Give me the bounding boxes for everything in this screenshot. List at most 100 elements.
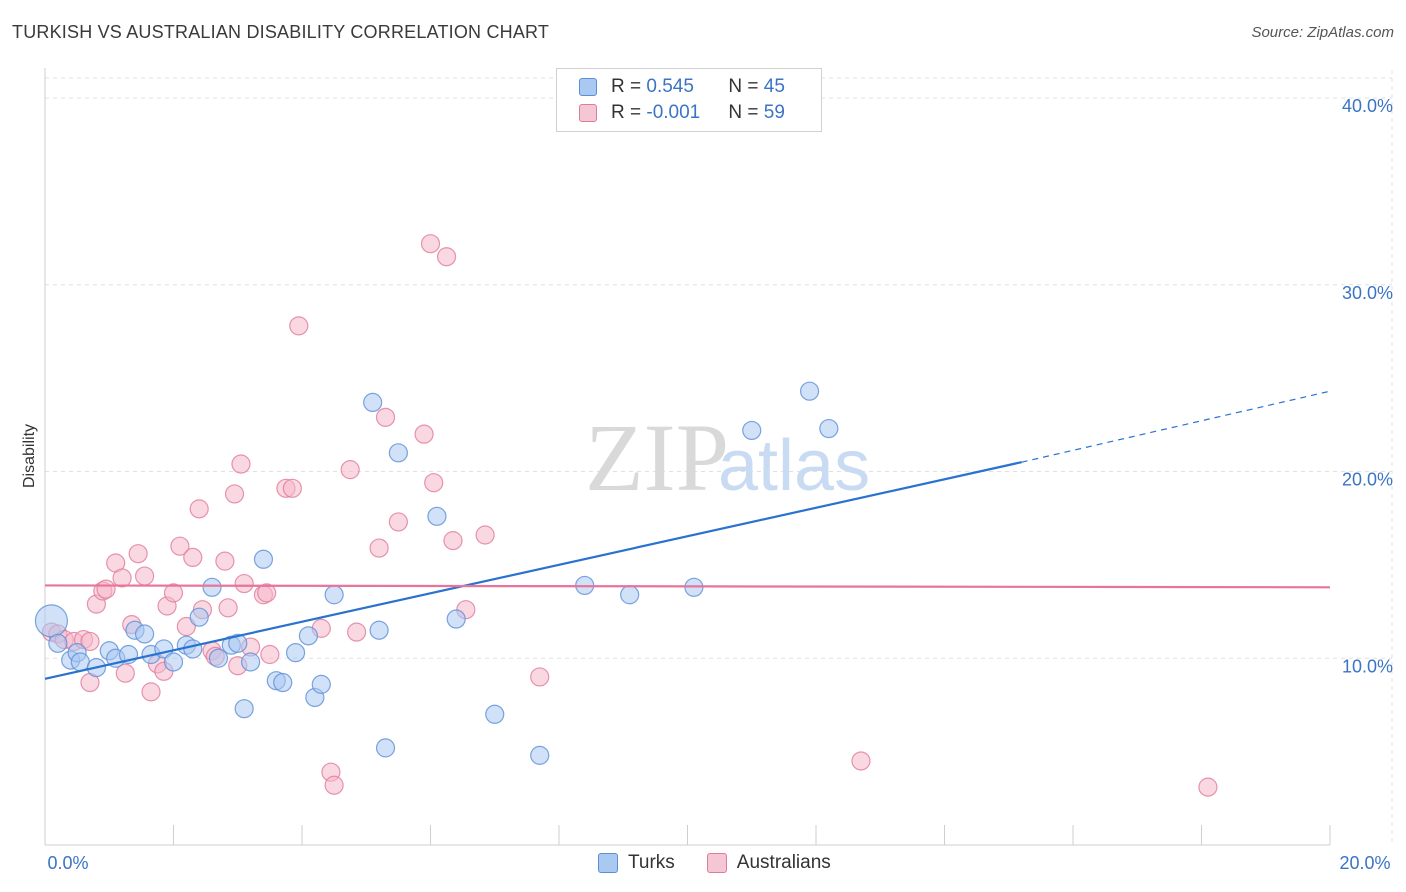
australians-r-label: R = bbox=[611, 102, 647, 123]
turk-point-21 bbox=[234, 699, 254, 719]
turk-point-31 bbox=[363, 392, 383, 413]
australian-point-20 bbox=[163, 583, 184, 603]
legend: R = 0.545 N = 45 R = -0.001 N = 59 bbox=[556, 68, 822, 132]
turks-r-value: 0.545 bbox=[646, 76, 694, 97]
legend-row-turks: R = 0.545 N = 45 bbox=[579, 74, 785, 100]
australian-point-46 bbox=[375, 407, 396, 427]
chart-title: TURKISH VS AUSTRALIAN DISABILITY CORRELA… bbox=[12, 22, 550, 42]
turk-point-44 bbox=[819, 418, 839, 439]
turks-points bbox=[34, 381, 839, 765]
watermark-atlas: atlas bbox=[718, 426, 870, 506]
bottom-legend-turks: Turks bbox=[598, 852, 675, 874]
australian-point-56 bbox=[851, 751, 871, 771]
turks-legend-label: Turks bbox=[628, 852, 675, 873]
australian-point-44 bbox=[347, 622, 367, 642]
australian-point-24 bbox=[189, 499, 209, 519]
turk-point-10 bbox=[134, 624, 155, 644]
australian-point-5 bbox=[80, 631, 100, 652]
turk-point-18 bbox=[208, 648, 229, 668]
turk-point-22 bbox=[241, 652, 261, 672]
turk-point-36 bbox=[446, 609, 466, 629]
australian-point-36 bbox=[260, 644, 280, 665]
turk-point-33 bbox=[375, 738, 396, 758]
turk-point-15 bbox=[183, 639, 203, 659]
australian-point-39 bbox=[289, 316, 309, 336]
australian-point-15 bbox=[134, 566, 155, 586]
turks-n-value: 45 bbox=[763, 76, 785, 97]
australian-point-45 bbox=[369, 538, 389, 558]
tick-labels: 10.0% 20.0% 30.0% 40.0% 0.0% 20.0% bbox=[47, 96, 1393, 873]
legend-row-australians: R = -0.001 N = 59 bbox=[579, 100, 785, 126]
source-label: Source: ZipAtlas.com bbox=[1251, 24, 1394, 41]
turk-point-42 bbox=[742, 420, 762, 441]
australians-n-label: N = bbox=[728, 102, 764, 123]
australian-point-29 bbox=[218, 598, 238, 618]
australian-point-42 bbox=[324, 775, 344, 795]
y-tick-label-40: 40.0% bbox=[1342, 96, 1393, 116]
turks-trend-line bbox=[44, 461, 1022, 680]
turk-point-0 bbox=[34, 604, 69, 638]
australian-point-35 bbox=[257, 583, 277, 603]
x-tick-label-end: 20.0% bbox=[1339, 853, 1390, 873]
turk-point-43 bbox=[799, 381, 820, 401]
turk-point-30 bbox=[324, 585, 344, 605]
bottom-legend-australians: Australians bbox=[706, 852, 831, 874]
australian-point-22 bbox=[176, 616, 196, 637]
australians-legend-icon bbox=[706, 853, 727, 873]
australian-point-38 bbox=[282, 478, 302, 498]
turk-point-16 bbox=[189, 607, 209, 627]
y-tick-label-20: 20.0% bbox=[1342, 470, 1393, 490]
australian-point-16 bbox=[141, 682, 161, 702]
australian-point-23 bbox=[183, 547, 203, 568]
turk-point-13 bbox=[163, 652, 184, 672]
turk-point-38 bbox=[530, 745, 550, 765]
australians-points bbox=[41, 234, 1218, 797]
turk-point-25 bbox=[273, 672, 293, 693]
turk-point-34 bbox=[388, 443, 408, 463]
australian-point-21 bbox=[170, 536, 190, 556]
turks-n-label: N = bbox=[728, 76, 764, 97]
turk-point-20 bbox=[228, 633, 248, 653]
y-tick-label-10: 10.0% bbox=[1342, 656, 1393, 676]
trend-lines bbox=[44, 390, 1331, 680]
turks-trend-extension bbox=[1021, 390, 1331, 463]
turk-point-35 bbox=[427, 506, 447, 526]
turks-legend-icon bbox=[598, 853, 618, 873]
australian-point-30 bbox=[224, 484, 245, 504]
australian-point-51 bbox=[436, 247, 457, 267]
turk-point-27 bbox=[298, 626, 319, 646]
turk-point-37 bbox=[485, 704, 505, 724]
australians-n-value: 59 bbox=[763, 102, 785, 123]
australian-point-49 bbox=[420, 234, 441, 254]
australian-point-9 bbox=[96, 579, 116, 599]
watermark-zip: ZIP bbox=[585, 404, 729, 511]
turk-point-23 bbox=[253, 549, 274, 569]
australians-trend-line bbox=[44, 584, 1331, 589]
y-axis-label: Disability bbox=[21, 424, 38, 488]
australian-point-32 bbox=[231, 454, 251, 474]
australian-point-48 bbox=[414, 424, 434, 444]
australian-point-47 bbox=[388, 512, 408, 532]
australian-point-55 bbox=[530, 667, 550, 687]
turk-point-32 bbox=[369, 620, 389, 640]
turk-point-26 bbox=[285, 643, 306, 663]
australian-point-50 bbox=[424, 473, 444, 493]
australian-point-28 bbox=[215, 551, 235, 571]
y-tick-label-30: 30.0% bbox=[1342, 283, 1393, 303]
grid-lines bbox=[45, 70, 1393, 845]
bottom-legend: Turks Australians bbox=[598, 852, 863, 874]
australian-point-54 bbox=[475, 525, 495, 545]
turk-point-40 bbox=[620, 585, 640, 605]
turks-r-label: R = bbox=[611, 76, 647, 97]
axes bbox=[44, 68, 1331, 846]
australians-legend-label: Australians bbox=[736, 852, 831, 873]
turk-point-1 bbox=[48, 633, 68, 653]
australian-point-14 bbox=[128, 544, 148, 564]
australian-point-52 bbox=[443, 531, 463, 551]
australian-point-11 bbox=[112, 568, 132, 588]
turk-point-17 bbox=[202, 577, 222, 597]
australian-point-43 bbox=[340, 460, 360, 480]
australian-point-58 bbox=[234, 573, 254, 594]
australians-swatch-icon bbox=[579, 104, 597, 122]
